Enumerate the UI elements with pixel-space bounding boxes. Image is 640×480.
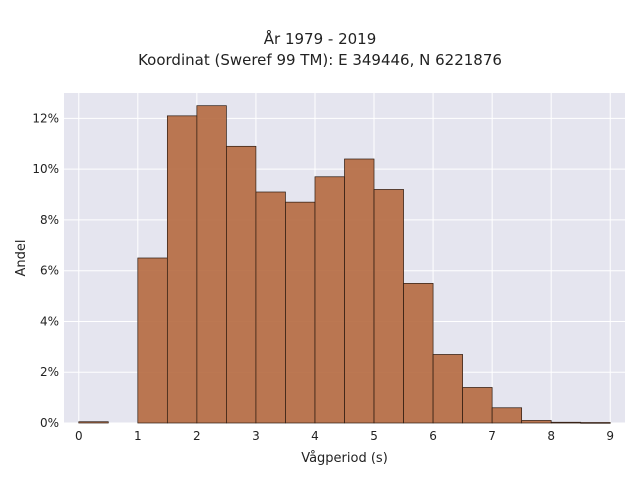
x-tick-label: 0 — [75, 429, 83, 443]
histogram-bar — [491, 407, 523, 424]
y-tick-label: 10% — [32, 162, 59, 176]
x-tick-label: 3 — [252, 429, 260, 443]
y-tick-label: 6% — [40, 264, 59, 278]
histogram-bar — [137, 257, 168, 424]
y-tick-label: 4% — [40, 314, 59, 328]
histogram-bar — [344, 158, 375, 424]
x-axis-label: Vågperiod (s) — [301, 451, 388, 466]
y-tick-label: 8% — [40, 213, 59, 227]
bars — [78, 105, 611, 424]
histogram-bar — [196, 105, 227, 424]
histogram-bar — [403, 283, 434, 424]
x-tick-label: 9 — [606, 429, 614, 443]
histogram-bar — [166, 115, 198, 424]
x-tick-label: 6 — [429, 429, 437, 443]
x-tick-label: 1 — [134, 429, 142, 443]
chart-title-line-2: Koordinat (Sweref 99 TM): E 349446, N 62… — [138, 51, 502, 69]
histogram-bar — [550, 421, 582, 424]
y-axis-label: Andel — [14, 240, 29, 277]
x-tick-label: 2 — [193, 429, 201, 443]
x-tick-label: 7 — [488, 429, 496, 443]
y-tick-label: 2% — [40, 365, 59, 379]
histogram-bar — [462, 387, 493, 424]
histogram-bar — [314, 176, 345, 424]
histogram-bar — [285, 201, 316, 424]
x-tick-label: 4 — [311, 429, 319, 443]
histogram-bar — [78, 421, 109, 424]
histogram-bar — [580, 422, 611, 424]
histogram-bar — [432, 354, 463, 424]
x-tick-label: 5 — [370, 429, 378, 443]
histogram-bar — [373, 189, 404, 424]
y-tick-label: 12% — [32, 111, 59, 125]
x-tick-label: 8 — [547, 429, 555, 443]
tick-labels: 0 1 2 3 4 5 6 7 8 9 0% 2% 4% 6% 8% 10% 12% — [32, 111, 614, 443]
y-tick-label: 0% — [40, 416, 59, 430]
histogram-bar — [521, 420, 552, 424]
histogram-bar — [255, 191, 286, 424]
chart-title-line-1: År 1979 - 2019 — [263, 30, 377, 48]
histogram-bar — [226, 145, 257, 424]
